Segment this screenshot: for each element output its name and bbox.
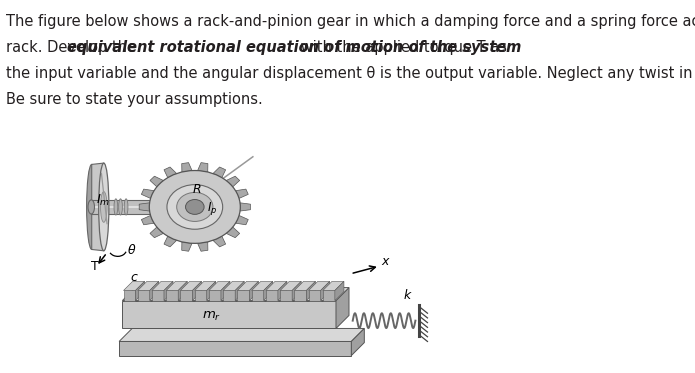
Polygon shape <box>213 167 226 178</box>
Polygon shape <box>236 189 248 198</box>
Text: with the applied torque T as: with the applied torque T as <box>296 40 507 55</box>
Polygon shape <box>209 291 221 301</box>
Polygon shape <box>309 291 320 301</box>
Polygon shape <box>124 281 145 291</box>
Polygon shape <box>150 227 163 238</box>
Ellipse shape <box>99 163 109 251</box>
Text: The figure below shows a rack-and-pinion gear in which a damping force and a spr: The figure below shows a rack-and-pinion… <box>6 14 695 29</box>
Polygon shape <box>292 281 301 301</box>
Polygon shape <box>197 163 208 172</box>
Text: θ: θ <box>128 244 136 257</box>
Polygon shape <box>181 291 193 301</box>
Polygon shape <box>226 176 240 187</box>
Polygon shape <box>141 216 154 225</box>
Polygon shape <box>195 281 215 291</box>
Circle shape <box>149 170 240 243</box>
Polygon shape <box>181 242 192 251</box>
Polygon shape <box>238 281 259 291</box>
Polygon shape <box>336 288 349 329</box>
Polygon shape <box>138 281 159 291</box>
Polygon shape <box>252 281 272 291</box>
Text: Be sure to state your assumptions.: Be sure to state your assumptions. <box>6 92 263 107</box>
Polygon shape <box>266 291 278 301</box>
Polygon shape <box>141 189 154 198</box>
Polygon shape <box>250 281 259 301</box>
Polygon shape <box>166 281 187 291</box>
Circle shape <box>167 185 222 229</box>
Polygon shape <box>320 281 329 301</box>
Polygon shape <box>164 167 177 178</box>
Polygon shape <box>223 291 235 301</box>
Text: T: T <box>90 260 99 273</box>
Polygon shape <box>178 281 187 301</box>
Polygon shape <box>122 288 349 301</box>
Polygon shape <box>295 291 306 301</box>
Polygon shape <box>226 227 240 238</box>
Polygon shape <box>152 281 173 291</box>
Polygon shape <box>263 281 272 301</box>
Circle shape <box>186 200 204 214</box>
Polygon shape <box>197 242 208 251</box>
Polygon shape <box>139 203 149 211</box>
Polygon shape <box>223 281 244 291</box>
Polygon shape <box>278 281 287 301</box>
Polygon shape <box>164 236 177 247</box>
Polygon shape <box>181 281 202 291</box>
Polygon shape <box>351 329 364 355</box>
Bar <box>91 200 195 214</box>
Polygon shape <box>240 203 250 211</box>
Polygon shape <box>306 281 316 301</box>
Text: the input variable and the angular displacement θ is the output variable. Neglec: the input variable and the angular displ… <box>6 66 695 81</box>
Text: c: c <box>131 271 138 284</box>
Polygon shape <box>152 291 164 301</box>
Polygon shape <box>138 291 149 301</box>
Polygon shape <box>195 291 206 301</box>
Polygon shape <box>280 291 292 301</box>
Polygon shape <box>236 216 248 225</box>
Polygon shape <box>122 301 336 329</box>
Polygon shape <box>252 291 263 301</box>
Text: equivalent rotational equation of motion of the system: equivalent rotational equation of motion… <box>67 40 522 55</box>
Ellipse shape <box>88 200 95 214</box>
Polygon shape <box>323 291 335 301</box>
Ellipse shape <box>124 199 128 215</box>
Polygon shape <box>335 281 344 301</box>
Polygon shape <box>235 281 244 301</box>
Polygon shape <box>166 291 178 301</box>
Ellipse shape <box>101 192 107 222</box>
Polygon shape <box>119 341 351 355</box>
Polygon shape <box>149 281 159 301</box>
Polygon shape <box>309 281 329 291</box>
Text: x: x <box>382 254 389 267</box>
Circle shape <box>177 192 213 222</box>
Polygon shape <box>150 176 163 187</box>
Polygon shape <box>238 291 250 301</box>
Ellipse shape <box>114 199 117 215</box>
Ellipse shape <box>87 164 97 250</box>
Polygon shape <box>181 163 192 172</box>
Polygon shape <box>323 281 344 291</box>
Polygon shape <box>206 281 215 301</box>
Text: $m_r$: $m_r$ <box>202 310 222 323</box>
Polygon shape <box>92 163 104 251</box>
Polygon shape <box>119 329 364 341</box>
Polygon shape <box>124 291 136 301</box>
Text: rack. Develop the: rack. Develop the <box>6 40 141 55</box>
Polygon shape <box>266 281 287 291</box>
Polygon shape <box>280 281 301 291</box>
Polygon shape <box>164 281 173 301</box>
Polygon shape <box>221 281 230 301</box>
Polygon shape <box>193 281 202 301</box>
Polygon shape <box>213 236 226 247</box>
Polygon shape <box>209 281 230 291</box>
Text: R: R <box>193 183 202 195</box>
Text: k: k <box>404 289 411 302</box>
Bar <box>91 206 195 208</box>
Text: $I_p$: $I_p$ <box>207 201 218 217</box>
Text: $I_m$: $I_m$ <box>96 193 110 208</box>
Polygon shape <box>136 281 145 301</box>
Polygon shape <box>295 281 316 291</box>
Ellipse shape <box>119 199 122 215</box>
